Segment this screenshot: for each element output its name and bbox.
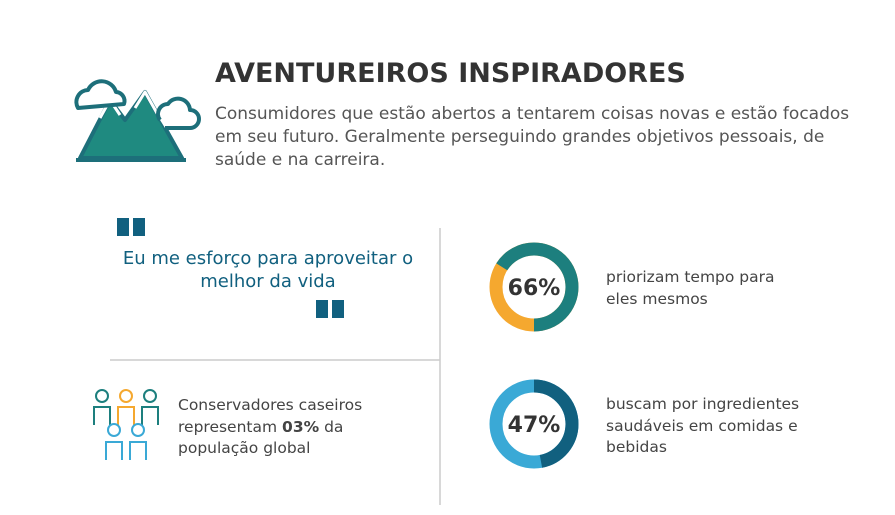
stat-text: priorizam tempo para eles mesmos: [606, 268, 775, 308]
quote-marks: [117, 218, 344, 318]
donut-label: 66%: [508, 276, 561, 301]
mountain-icon: [74, 79, 201, 162]
donut-arc: [489, 379, 579, 469]
description: Consumidores que estão abertos a tentare…: [215, 104, 850, 170]
quote: Eu me esforço para aproveitar o melhor d…: [122, 248, 414, 292]
highlight: 03%: [282, 417, 320, 436]
population-text: Conservadores caseiros representam 03% d…: [178, 395, 393, 460]
stat-text: buscam por ingredientes saudáveis em com…: [606, 395, 800, 456]
people-icon: [93, 389, 159, 460]
text: Conservadores caseiros representam: [178, 396, 363, 436]
title: AVENTUREIROS INSPIRADORES: [215, 58, 686, 89]
text: da população global: [178, 417, 344, 458]
donut-label: 47%: [508, 413, 561, 438]
donut-arc: [489, 242, 579, 332]
